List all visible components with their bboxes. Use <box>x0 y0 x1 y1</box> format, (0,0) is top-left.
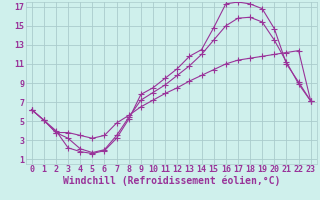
X-axis label: Windchill (Refroidissement éolien,°C): Windchill (Refroidissement éolien,°C) <box>62 176 280 186</box>
